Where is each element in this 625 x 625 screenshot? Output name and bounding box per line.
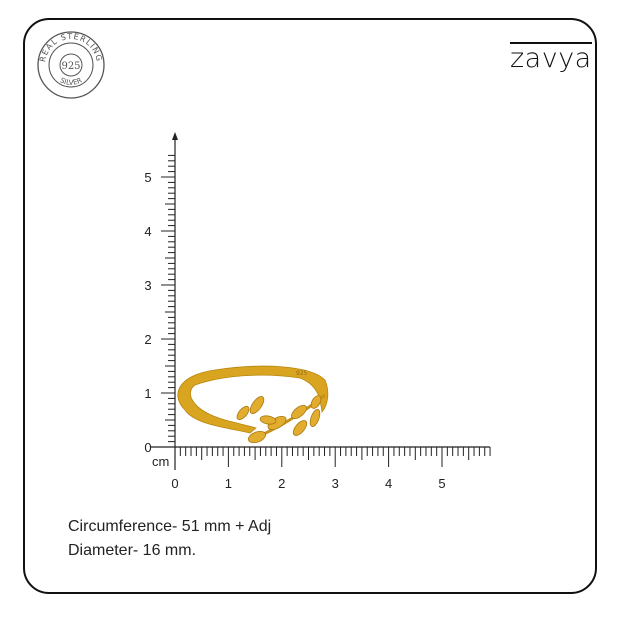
x-tick-label: 2 bbox=[278, 476, 285, 491]
x-tick-label: 5 bbox=[438, 476, 445, 491]
x-tick-label: 4 bbox=[385, 476, 392, 491]
y-tick-label: 2 bbox=[144, 332, 151, 347]
x-tick-label: 3 bbox=[332, 476, 339, 491]
ring-band bbox=[177, 365, 329, 434]
svg-text:SILVER: SILVER bbox=[59, 76, 84, 87]
ring-image: 925 bbox=[177, 365, 329, 444]
y-axis-arrow bbox=[172, 132, 178, 140]
brand-logo: zavya bbox=[510, 42, 592, 74]
specs: Circumference- 51 mm + Adj Diameter- 16 … bbox=[68, 515, 271, 563]
image-frame bbox=[23, 18, 597, 594]
circumference-text: Circumference- 51 mm + Adj bbox=[68, 518, 272, 535]
y-tick-label: 0 bbox=[144, 440, 151, 455]
ring-stamp: 925 bbox=[296, 370, 308, 377]
y-tick-label: 4 bbox=[144, 224, 151, 239]
y-tick-label: 5 bbox=[144, 170, 151, 185]
y-tick-label: 3 bbox=[144, 278, 151, 293]
diameter-text: Diameter- 16 mm. bbox=[68, 542, 197, 559]
svg-text:925: 925 bbox=[61, 61, 80, 72]
leaves bbox=[236, 395, 322, 444]
sterling-silver-seal: REAL STERLING SILVER 925 bbox=[37, 31, 105, 99]
x-tick-label: 0 bbox=[171, 476, 178, 491]
x-tick-label: 1 bbox=[225, 476, 232, 491]
unit-label: cm bbox=[152, 454, 169, 469]
y-tick-label: 1 bbox=[144, 386, 151, 401]
